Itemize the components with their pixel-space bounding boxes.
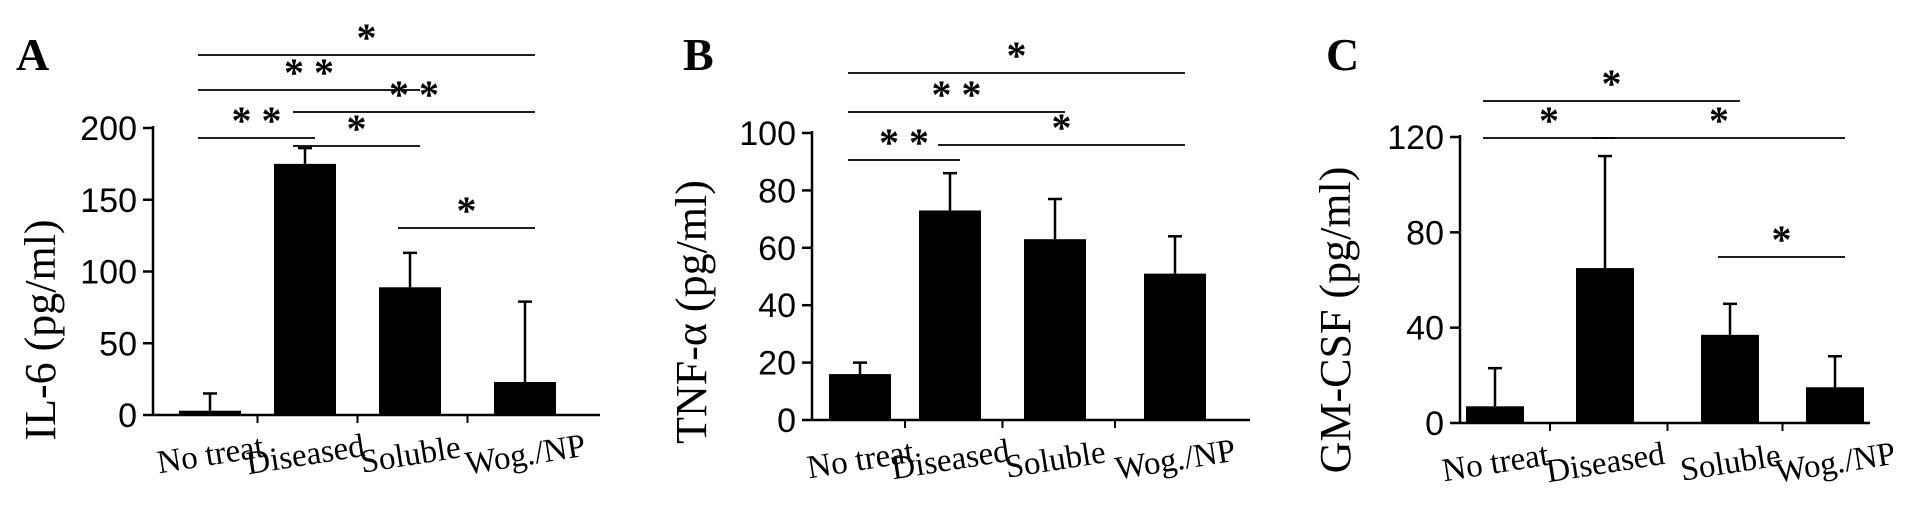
panel-a-bar	[379, 287, 441, 415]
panel-c-significance-label: *	[1539, 98, 1559, 143]
panel-a-y-tick-label: 50	[99, 325, 137, 363]
panel-a-category-label: Diseased	[244, 428, 368, 482]
panel-a-bar	[274, 163, 336, 415]
panel-b-significance-label: * *	[879, 120, 929, 165]
panel-b-bar	[1024, 239, 1086, 420]
panel-a-y-tick-label: 100	[80, 254, 137, 292]
panel-b-y-tick-label: 100	[739, 115, 796, 153]
panel-c: C GM-CSF (pg/ml) 0 40 80 120 No treatDisease…	[1311, 29, 1898, 490]
panel-b-y-tick-label: 20	[758, 345, 796, 383]
panel-a-y-axis-label: IL-6 (pg/ml)	[16, 219, 65, 440]
panel-a-significance-label: *	[347, 106, 367, 151]
panel-b-y-tick-label: 0	[777, 402, 796, 440]
panel-b-bar	[1144, 273, 1206, 420]
panel-c-y-tick-label: 80	[1406, 214, 1444, 252]
panel-b-y-tick-label: 60	[758, 230, 796, 268]
panel-c-significance-label: *	[1772, 217, 1792, 262]
panel-a-bar	[179, 410, 241, 415]
panel-a-label: A	[16, 29, 49, 80]
panel-c-bar	[1701, 334, 1759, 423]
panel-c-category-label: Soluble	[1678, 437, 1783, 488]
panel-c-y-tick-label: 0	[1425, 405, 1444, 443]
panel-b-category-label: Soluble	[1003, 434, 1108, 485]
panel-c-category-label: Diseased	[1544, 436, 1668, 490]
panel-c-significance-label: *	[1709, 98, 1729, 143]
panel-c-bar	[1806, 387, 1864, 423]
panel-b-label: B	[683, 29, 714, 80]
panel-b-significance-label: *	[1052, 105, 1072, 150]
panel-c-bar	[1576, 268, 1634, 423]
panel-b-significance-label: *	[1007, 33, 1027, 78]
panel-a-y-tick-label: 200	[80, 110, 137, 148]
panel-c-label: C	[1326, 29, 1359, 80]
panel-b-significance-label: * *	[932, 72, 982, 117]
panel-a-significance-label: *	[457, 188, 477, 233]
panel-c-bar	[1466, 406, 1524, 423]
panel-b-y-tick-label: 40	[758, 287, 796, 325]
panel-a-significance-label: * *	[284, 50, 334, 95]
panel-a-significance-label: *	[357, 15, 377, 60]
panel-a-y-tick-label: 0	[118, 397, 137, 435]
panel-b-bar	[919, 210, 981, 420]
panel-b-y-axis-label: TNF-α (pg/ml)	[667, 180, 716, 444]
panel-b-category-label: Wog./NP	[1113, 433, 1238, 488]
panel-a-bar	[494, 381, 556, 415]
panel-a-category-label: Soluble	[358, 429, 463, 480]
panel-c-y-axis-label: GM-CSF (pg/ml)	[1311, 167, 1360, 474]
panel-c-category-label: Wog./NP	[1773, 436, 1898, 491]
panel-b-y-tick-label: 80	[758, 172, 796, 210]
panel-c-significance-label: *	[1602, 61, 1622, 106]
panel-c-category-label: No treat	[1440, 437, 1552, 489]
panel-a-significance-label: * *	[389, 72, 439, 117]
panel-a-significance-label: * *	[232, 98, 282, 143]
panel-a-category-label: Wog./NP	[463, 428, 588, 483]
panel-a-y-tick-label: 150	[80, 182, 137, 220]
panel-c-y-tick-label: 40	[1406, 310, 1444, 348]
panel-c-y-tick-label: 120	[1387, 119, 1444, 157]
panel-b-bar	[829, 374, 891, 420]
